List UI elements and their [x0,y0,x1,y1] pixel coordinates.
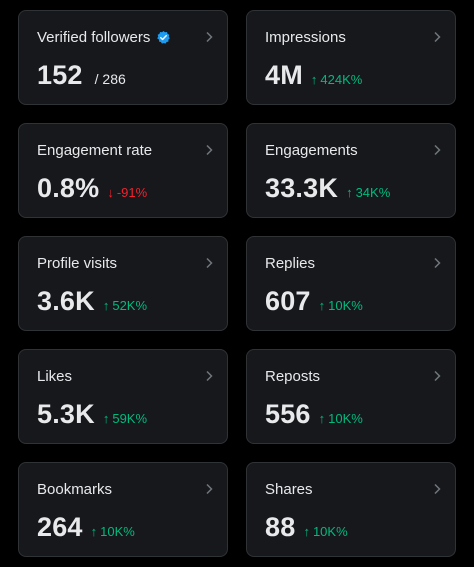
card-value-row: 5.3K ↑ 59K% [37,399,147,430]
card-delta: ↑ 10K% [91,524,135,539]
card-label-text: Impressions [265,29,346,46]
card-delta-text: 52K% [112,298,148,313]
card-verified-followers[interactable]: Verified followers 152 / 286 [18,10,228,105]
card-delta-text: -91% [116,185,148,200]
card-engagement-rate[interactable]: Engagement rate 0.8% ↓ -91% [18,123,228,218]
card-value: 3.6K [37,286,95,316]
card-value-row: 0.8% ↓ -91% [37,173,147,204]
card-value-row: 264 ↑ 10K% [37,512,135,543]
chevron-right-icon [206,31,213,43]
card-label: Engagement rate [37,142,152,159]
card-value-row: 33.3K ↑ 34K% [265,173,390,204]
card-profile-visits[interactable]: Profile visits 3.6K ↑ 52K% [18,236,228,331]
card-replies[interactable]: Replies 607 ↑ 10K% [246,236,456,331]
chevron-right-icon [434,370,441,382]
card-delta: ↑ 10K% [319,298,363,313]
card-delta-text: 34K% [355,185,391,200]
card-label-text: Engagement rate [37,142,153,159]
card-delta-text: 10K% [100,524,135,539]
card-delta: ↑ 10K% [303,524,347,539]
card-label-text: Verified followers [37,29,151,46]
card-delta: ↓ -91% [107,185,147,200]
card-delta-text: 59K% [112,411,148,426]
chevron-right-icon [434,257,441,269]
card-label-text: Shares [265,481,313,498]
card-value-row: 3.6K ↑ 52K% [37,286,147,317]
card-reposts[interactable]: Reposts 556 ↑ 10K% [246,349,456,444]
verified-badge-icon [157,30,171,44]
card-engagements[interactable]: Engagements 33.3K ↑ 34K% [246,123,456,218]
card-value: 264 [37,512,83,542]
card-subvalue: / 286 [94,71,126,87]
chevron-right-icon [206,257,213,269]
card-delta-text: 10K% [328,411,363,426]
card-delta: ↑ 424K% [311,72,362,87]
card-label-text: Replies [265,255,316,272]
card-label: Replies [265,255,315,272]
card-delta: ↑ 10K% [319,411,363,426]
arrow-up-icon: ↑ [90,524,98,539]
card-delta: ↑ 59K% [103,411,147,426]
card-value: 88 [265,512,296,542]
card-likes[interactable]: Likes 5.3K ↑ 59K% [18,349,228,444]
card-value: 0.8% [37,173,100,203]
card-label-text: Engagements [265,142,358,159]
card-label-text: Profile visits [37,255,118,272]
arrow-up-icon: ↑ [318,411,326,426]
card-label: Engagements [265,142,358,159]
card-label: Profile visits [37,255,117,272]
arrow-up-icon: ↑ [102,411,110,426]
card-label: Verified followers [37,29,171,46]
card-label-text: Reposts [265,368,321,385]
card-value-row: 152 / 286 [37,60,126,91]
chevron-right-icon [434,31,441,43]
arrow-up-icon: ↑ [318,298,326,313]
chevron-right-icon [434,483,441,495]
card-label: Likes [37,368,72,385]
card-delta: ↑ 52K% [103,298,147,313]
card-value: 5.3K [37,399,95,429]
card-delta: ↑ 34K% [346,185,390,200]
arrow-up-icon: ↑ [346,185,353,200]
chevron-right-icon [206,483,213,495]
chevron-right-icon [206,144,213,156]
arrow-down-icon: ↓ [107,185,114,200]
arrow-up-icon: ↑ [310,72,318,87]
card-label: Shares [265,481,313,498]
card-value: 4M [265,60,303,90]
arrow-up-icon: ↑ [102,298,110,313]
card-value: 607 [265,286,311,316]
chevron-right-icon [434,144,441,156]
arrow-up-icon: ↑ [303,524,310,539]
card-value-row: 4M ↑ 424K% [265,60,362,91]
card-impressions[interactable]: Impressions 4M ↑ 424K% [246,10,456,105]
card-bookmarks[interactable]: Bookmarks 264 ↑ 10K% [18,462,228,557]
card-label: Reposts [265,368,320,385]
card-value: 33.3K [265,173,339,203]
card-delta-text: 10K% [328,298,363,313]
card-value-row: 88 ↑ 10K% [265,512,348,543]
card-shares[interactable]: Shares 88 ↑ 10K% [246,462,456,557]
card-delta-text: 10K% [312,524,348,539]
card-delta-text: 424K% [320,72,363,87]
card-label-text: Likes [37,368,73,385]
card-value-row: 556 ↑ 10K% [265,399,363,430]
card-value: 556 [265,399,311,429]
card-label: Bookmarks [37,481,112,498]
card-value-row: 607 ↑ 10K% [265,286,363,317]
card-label-text: Bookmarks [37,481,113,498]
card-label: Impressions [265,29,346,46]
card-value: 152 [37,60,83,90]
chevron-right-icon [206,370,213,382]
